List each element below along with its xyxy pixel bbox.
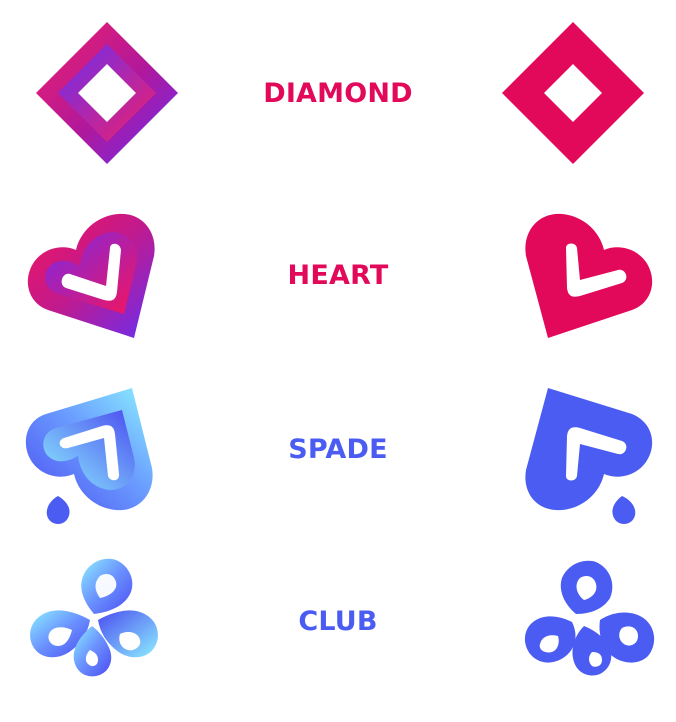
diamond-gradient-icon — [36, 22, 178, 164]
heart-gradient-icon — [26, 210, 158, 340]
row-spade: SPADE — [0, 380, 676, 550]
row-club: CLUB — [0, 552, 676, 722]
diamond-flat-icon — [502, 22, 644, 164]
club-flat-icon — [522, 556, 656, 680]
heart-flat-icon — [522, 210, 654, 340]
club-gradient-icon — [24, 554, 162, 678]
label-diamond: DIAMOND — [263, 78, 413, 109]
spade-gradient-icon — [24, 386, 160, 532]
row-diamond: DIAMOND — [0, 10, 676, 180]
row-heart: HEART — [0, 200, 676, 370]
label-heart: HEART — [287, 260, 389, 291]
label-spade: SPADE — [288, 434, 388, 465]
spade-flat-icon — [522, 386, 658, 532]
label-club: CLUB — [298, 606, 378, 637]
